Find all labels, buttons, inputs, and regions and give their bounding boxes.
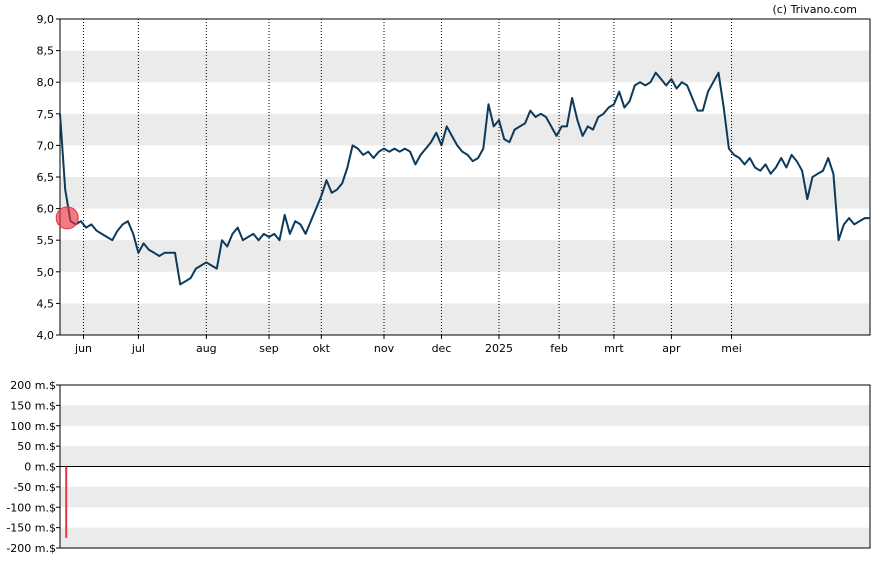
grid-band [60,113,870,146]
x-tick-label: nov [374,342,395,355]
grid-band [60,486,870,508]
grid-band [60,446,870,467]
x-tick-label: jun [74,342,92,355]
grid-band [60,240,870,272]
x-tick-label: aug [196,342,217,355]
y-tick-label: 50 m.$ [17,440,56,453]
grid-band [60,303,870,335]
y-tick-label: 5,5 [37,234,55,247]
y-tick-label: 8,0 [37,76,55,89]
y-tick-label: 5,0 [37,266,55,279]
y-tick-label: 200 m.$ [10,379,56,392]
plot-frame [59,384,871,549]
plot-frame [59,18,871,336]
x-tick-label: mrt [604,342,624,355]
x-tick-label: feb [550,342,568,355]
volume-chart: 200 m.$ 150 m.$ 100 m.$ 50 m.$ 0 m.$ -50 m.$ -… [6,379,871,555]
grid-band [60,405,870,426]
grid-band [60,527,870,548]
event-marker [55,206,79,230]
y-tick-label: -200 m.$ [6,542,56,555]
y-tick-label: 6,0 [37,203,55,216]
y-tick-label: 4,0 [37,329,55,342]
y-tick-label: 4,5 [37,297,55,310]
y-tick-label: 6,5 [37,171,55,184]
grid-band [60,50,870,83]
y-tick-label: -150 m.$ [6,522,56,535]
x-tick-label: dec [432,342,452,355]
y-tick-label: 8,5 [37,45,55,58]
y-tick-label: -50 m.$ [13,481,56,494]
y-tick-label: 150 m.$ [10,399,56,412]
y-tick-label: 9,0 [37,13,55,26]
grid-band [60,177,870,209]
x-tick-label: sep [259,342,278,355]
y-tick-label: 7,0 [37,139,55,152]
y-tick-label: 100 m.$ [10,420,56,433]
y-tick-label: -100 m.$ [6,501,56,514]
price-line [59,71,870,286]
y-tick-label: 0 m.$ [24,461,56,474]
x-tick-label: okt [313,342,331,355]
x-tick-label: jul [131,342,145,355]
y-tick-label: 7,5 [37,108,55,121]
x-tick-label: apr [662,342,681,355]
x-tick-label: mei [721,342,742,355]
credit-text: (c) Trivano.com [772,3,857,16]
x-tick-label: 2025 [485,342,513,355]
price-chart: 9,0 8,5 8,0 7,5 7,0 6,5 6,0 5,5 5,0 4,5 4,0 jun jul a… [37,13,871,355]
